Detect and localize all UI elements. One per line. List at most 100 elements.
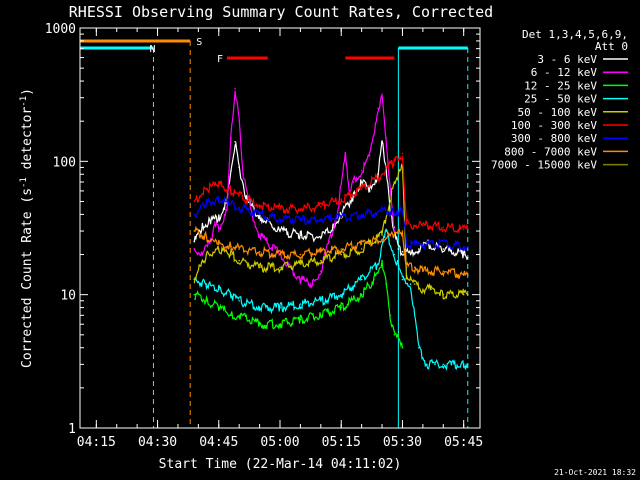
series-point bbox=[368, 155, 371, 157]
series-point bbox=[258, 204, 261, 206]
series-point bbox=[217, 248, 220, 250]
series-point bbox=[381, 141, 383, 143]
series-point bbox=[299, 303, 302, 305]
legend-label: 25 - 50 keV bbox=[524, 93, 597, 106]
series-point bbox=[409, 253, 412, 256]
series-line-2 bbox=[194, 260, 403, 348]
series-point bbox=[320, 236, 322, 238]
series-point bbox=[344, 155, 347, 157]
series-point bbox=[373, 278, 375, 281]
series-point bbox=[201, 226, 204, 229]
series-point bbox=[422, 288, 424, 290]
series-point bbox=[209, 219, 212, 222]
series-point bbox=[417, 346, 420, 349]
series-point bbox=[340, 253, 343, 256]
series-point bbox=[230, 190, 232, 192]
series-point bbox=[299, 278, 302, 281]
series-point bbox=[466, 245, 469, 248]
series-point bbox=[352, 181, 355, 183]
series-line-3 bbox=[194, 228, 469, 371]
series-point bbox=[442, 226, 445, 229]
series-point bbox=[234, 141, 236, 143]
series-point bbox=[193, 230, 196, 232]
series-point bbox=[462, 245, 465, 248]
series-point bbox=[217, 230, 220, 232]
legend-label: 800 - 7000 keV bbox=[504, 145, 597, 158]
plot-frame bbox=[79, 27, 481, 429]
series-point bbox=[258, 323, 261, 326]
series-point bbox=[381, 173, 383, 176]
series-point bbox=[360, 248, 363, 250]
series-line-7 bbox=[193, 225, 469, 279]
series-point bbox=[230, 203, 232, 205]
series-point bbox=[422, 224, 424, 227]
y-axis-label-part: ) bbox=[20, 88, 35, 96]
legend-label: 12 - 25 keV bbox=[524, 79, 597, 92]
series-point bbox=[238, 314, 240, 317]
series-point bbox=[238, 248, 240, 250]
series-point bbox=[381, 96, 383, 99]
series-point bbox=[442, 270, 445, 272]
series-point bbox=[238, 299, 240, 302]
legend-label: 7000 - 15000 keV bbox=[491, 159, 597, 172]
y-tick-label: 1000 bbox=[45, 22, 76, 37]
series-point bbox=[397, 334, 400, 336]
series-point bbox=[381, 234, 383, 236]
series-point bbox=[466, 293, 469, 296]
series-point bbox=[442, 243, 445, 245]
series-point bbox=[205, 283, 208, 285]
series-point bbox=[193, 200, 196, 203]
series-point bbox=[360, 293, 363, 296]
series-point bbox=[205, 188, 208, 190]
legend-label: 6 - 12 keV bbox=[531, 66, 598, 79]
series-point bbox=[466, 256, 469, 259]
series-point bbox=[238, 195, 240, 197]
series-point bbox=[213, 221, 216, 223]
series-point bbox=[385, 230, 387, 232]
series-point bbox=[360, 188, 363, 190]
series-point bbox=[226, 206, 228, 209]
axes: 1 10 100 1000 04:15 04:30 04:45 05:00 05:15 05:30… bbox=[45, 22, 484, 450]
series-point bbox=[230, 137, 232, 139]
series-point bbox=[299, 263, 302, 265]
legend-label: 3 - 6 keV bbox=[537, 53, 597, 66]
series-point bbox=[462, 274, 465, 276]
series-point bbox=[299, 208, 302, 210]
footer-date: 21-Oct-2021 18:32 bbox=[554, 468, 636, 477]
series-point bbox=[320, 218, 322, 220]
series-point bbox=[422, 243, 424, 245]
series-point bbox=[462, 363, 465, 366]
series-point bbox=[385, 137, 387, 139]
series-point bbox=[193, 213, 196, 216]
series-point bbox=[299, 219, 302, 222]
series-point bbox=[377, 173, 379, 176]
series-point bbox=[389, 190, 392, 192]
series-point bbox=[328, 240, 330, 243]
legend-header: Det 1,3,4,5,6,9, bbox=[522, 28, 628, 41]
series-line-5 bbox=[193, 154, 469, 235]
series-point bbox=[258, 250, 261, 253]
series-point bbox=[279, 306, 281, 309]
series-point bbox=[462, 253, 465, 256]
series-point bbox=[279, 230, 281, 232]
series-point bbox=[320, 299, 322, 302]
x-tick-label: 05:15 bbox=[322, 435, 361, 450]
series-point bbox=[230, 253, 232, 256]
legend-header: Att 0 bbox=[595, 40, 628, 53]
series-point bbox=[434, 363, 436, 366]
series-point bbox=[397, 248, 400, 250]
series-point bbox=[450, 363, 453, 366]
legend-label: 100 - 300 keV bbox=[511, 119, 597, 132]
series-point bbox=[385, 283, 387, 285]
series-point bbox=[462, 293, 465, 296]
series-point bbox=[230, 169, 232, 172]
series-point bbox=[393, 160, 396, 163]
series-point bbox=[405, 274, 408, 276]
series-point bbox=[413, 283, 416, 285]
series-point bbox=[401, 346, 404, 349]
series-point bbox=[401, 278, 404, 281]
series-point bbox=[242, 173, 245, 176]
y-axis-label-part: -1 bbox=[19, 96, 29, 107]
series-point bbox=[430, 288, 432, 290]
